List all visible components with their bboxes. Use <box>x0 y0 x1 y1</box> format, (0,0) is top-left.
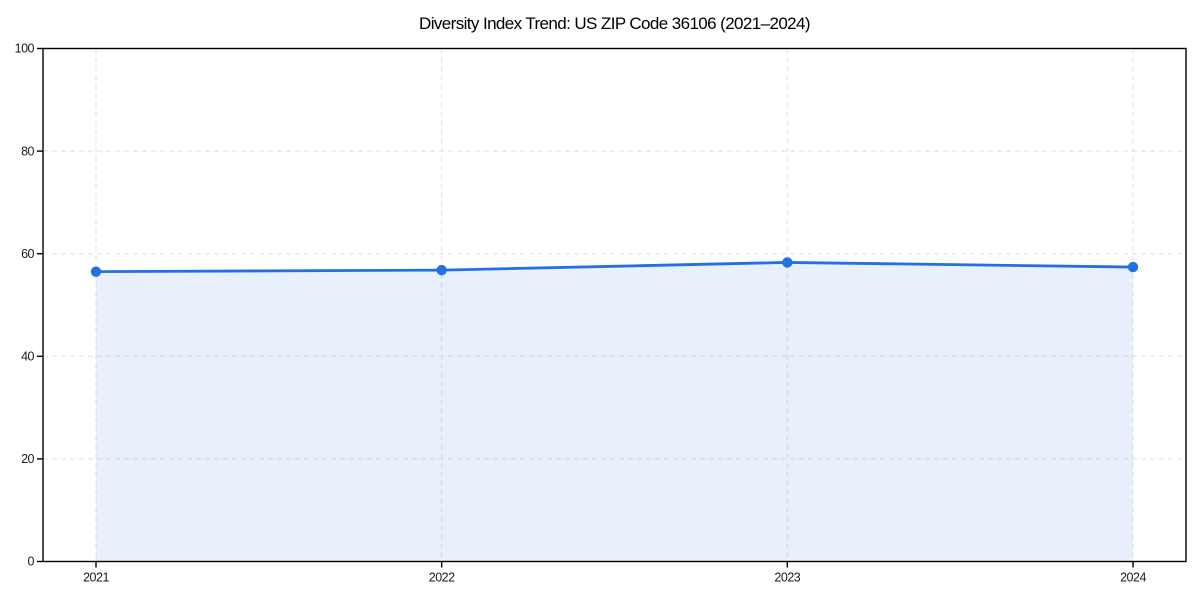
data-point-2024 <box>1127 261 1139 273</box>
y-tick-label-100: 100 <box>15 42 35 56</box>
y-tick-label-0: 0 <box>28 555 35 569</box>
series-area-fill <box>96 262 1133 562</box>
y-tick-label-40: 40 <box>21 350 34 364</box>
series-line <box>94 261 1135 274</box>
data-point-2023 <box>782 257 793 268</box>
data-point-2021 <box>90 266 102 277</box>
x-tick-label-2024: 2024 <box>1120 571 1146 585</box>
x-tick-label-2023: 2023 <box>774 571 800 585</box>
x-tick-label-2022: 2022 <box>429 571 455 585</box>
data-point-2022 <box>436 264 447 276</box>
chart-title: Diversity Index Trend: US ZIP Code 36106… <box>419 14 811 33</box>
y-tick-label-20: 20 <box>21 452 34 466</box>
y-tick-label-60: 60 <box>21 247 34 261</box>
plot-border <box>42 47 1187 563</box>
x-tick-label-2021: 2021 <box>83 571 109 585</box>
y-tick-label-80: 80 <box>21 144 34 158</box>
